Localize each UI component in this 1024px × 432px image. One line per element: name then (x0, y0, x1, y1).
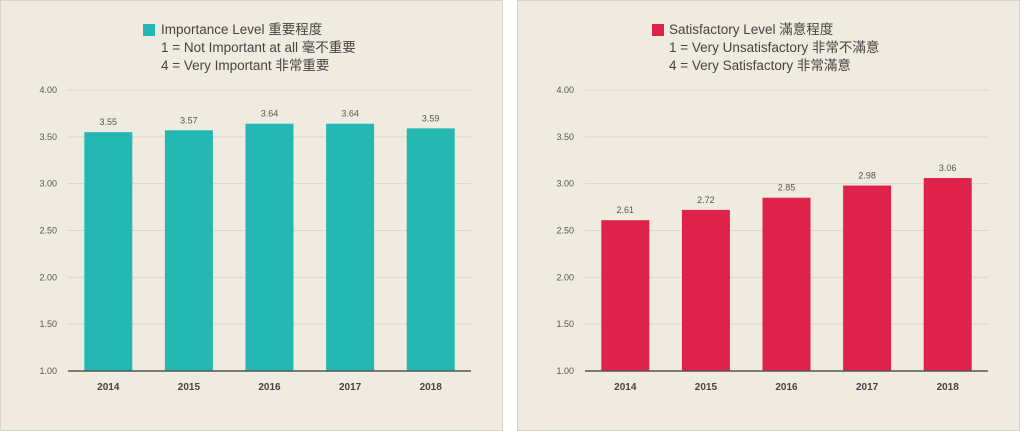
importance-bar (164, 130, 213, 371)
satisfaction-y-tick-label: 4.00 (556, 85, 574, 95)
importance-x-tick-label: 2018 (420, 382, 443, 393)
importance-bar-chart: 1.00 1.50 2.00 2.50 3.00 3.50 4.00 3.55 2014 3.57… (39, 85, 471, 393)
importance-y-tick-label: 4.00 (39, 85, 57, 95)
importance-y-tick-label: 1.00 (39, 366, 57, 376)
satisfaction-x-tick-label: 2018 (937, 382, 960, 393)
satisfaction-value-label: 3.06 (939, 163, 957, 173)
importance-y-tick-label: 2.50 (39, 226, 57, 236)
satisfaction-value-label: 2.85 (778, 183, 796, 193)
satisfaction-x-tick-label: 2014 (614, 382, 637, 393)
satisfaction-y-tick-label: 2.00 (556, 272, 574, 282)
satisfaction-x-tick-label: 2016 (775, 382, 798, 393)
satisfaction-chart-panel: Satisfactory Level 滿意程度 1 = Very Unsatis… (517, 0, 1020, 431)
importance-y-tick-label: 1.50 (39, 319, 57, 329)
importance-bar (245, 123, 294, 371)
satisfaction-value-label: 2.61 (617, 205, 635, 215)
satisfaction-legend-swatch (652, 24, 664, 36)
satisfaction-legend-title: Satisfactory Level 滿意程度 (669, 22, 834, 37)
importance-x-tick-label: 2015 (178, 382, 201, 393)
importance-chart-panel: Importance Level 重要程度 1 = Not Important … (0, 0, 503, 431)
importance-x-tick-label: 2016 (258, 382, 281, 393)
satisfaction-y-tick-label: 3.50 (556, 132, 574, 142)
satisfaction-y-tick-label: 1.50 (556, 319, 574, 329)
importance-bar (406, 128, 455, 371)
importance-legend: Importance Level 重要程度 1 = Not Important … (1, 21, 502, 75)
satisfaction-legend-line-2: 4 = Very Satisfactory 非常滿意 (669, 58, 851, 73)
satisfaction-x-tick-label: 2015 (695, 382, 718, 393)
importance-x-tick-label: 2014 (97, 382, 120, 393)
importance-y-tick-label: 2.00 (39, 272, 57, 282)
satisfaction-y-tick-label: 1.00 (556, 366, 574, 376)
satisfaction-bar (923, 178, 972, 371)
satisfaction-bar-chart: 1.00 1.50 2.00 2.50 3.00 3.50 4.00 2.61 2014 2.72… (556, 85, 988, 393)
importance-value-label: 3.57 (180, 115, 198, 125)
importance-x-tick-label: 2017 (339, 382, 362, 393)
importance-legend-title: Importance Level 重要程度 (161, 22, 323, 37)
importance-bar (326, 123, 375, 371)
satisfaction-legend: Satisfactory Level 滿意程度 1 = Very Unsatis… (518, 21, 1019, 75)
importance-value-label: 3.64 (341, 109, 359, 119)
importance-legend-line-2: 4 = Very Important 非常重要 (161, 58, 330, 73)
satisfaction-value-label: 2.98 (858, 171, 876, 181)
satisfaction-bar (601, 220, 650, 371)
satisfaction-legend-line-1: 1 = Very Unsatisfactory 非常不滿意 (669, 40, 880, 55)
satisfaction-y-tick-label: 3.00 (556, 179, 574, 189)
satisfaction-x-tick-label: 2017 (856, 382, 879, 393)
satisfaction-value-label: 2.72 (697, 195, 715, 205)
importance-y-tick-label: 3.00 (39, 179, 57, 189)
importance-value-label: 3.59 (422, 113, 440, 123)
importance-y-tick-label: 3.50 (39, 132, 57, 142)
satisfaction-y-tick-label: 2.50 (556, 226, 574, 236)
importance-bar (84, 132, 133, 371)
importance-value-label: 3.55 (100, 117, 118, 127)
importance-legend-line-1: 1 = Not Important at all 毫不重要 (161, 40, 356, 55)
importance-legend-swatch (143, 24, 155, 36)
satisfaction-bar (681, 209, 730, 371)
importance-value-label: 3.64 (261, 109, 279, 119)
satisfaction-bar (843, 185, 892, 371)
satisfaction-bar (762, 197, 811, 371)
